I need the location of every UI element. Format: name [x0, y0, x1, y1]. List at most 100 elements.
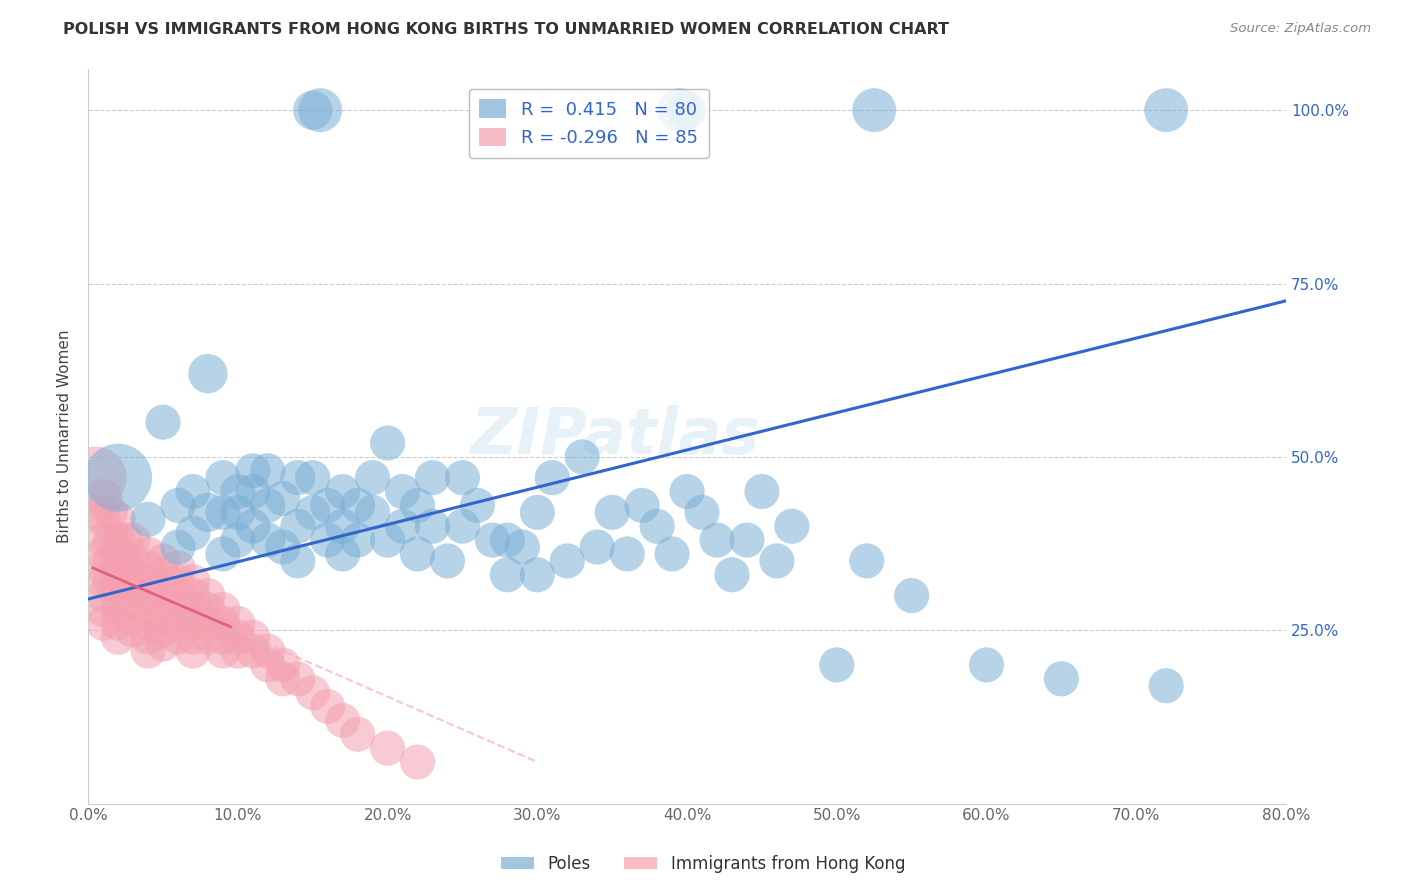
Point [526, 505, 548, 519]
Point [167, 540, 190, 554]
Text: POLISH VS IMMIGRANTS FROM HONG KONG BIRTHS TO UNMARRIED WOMEN CORRELATION CHART: POLISH VS IMMIGRANTS FROM HONG KONG BIRT… [63, 22, 949, 37]
Point [91, 547, 114, 561]
Point [100, 533, 122, 547]
Point [100, 554, 122, 568]
Point [197, 630, 219, 644]
Point [676, 103, 699, 117]
Point [152, 609, 174, 624]
Point [197, 589, 219, 603]
Point [586, 540, 609, 554]
Point [84, 505, 107, 519]
Point [181, 602, 204, 616]
Point [676, 484, 699, 499]
Point [481, 533, 503, 547]
Point [197, 616, 219, 631]
Point [197, 505, 219, 519]
Point [167, 589, 190, 603]
Point [167, 499, 190, 513]
Point [136, 547, 159, 561]
Point [451, 519, 474, 533]
Point [346, 533, 368, 547]
Point [212, 602, 235, 616]
Point [496, 567, 519, 582]
Point [91, 561, 114, 575]
Point [212, 505, 235, 519]
Point [152, 582, 174, 596]
Point [271, 672, 294, 686]
Point [107, 533, 129, 547]
Point [152, 637, 174, 651]
Point [181, 589, 204, 603]
Legend: R =  0.415   N = 80, R = -0.296   N = 85: R = 0.415 N = 80, R = -0.296 N = 85 [468, 88, 709, 158]
Point [226, 505, 249, 519]
Point [766, 554, 789, 568]
Point [181, 484, 204, 499]
Point [107, 547, 129, 561]
Point [114, 533, 136, 547]
Point [136, 602, 159, 616]
Point [301, 471, 323, 485]
Point [136, 561, 159, 575]
Point [136, 644, 159, 658]
Point [91, 602, 114, 616]
Point [152, 415, 174, 429]
Point [122, 609, 145, 624]
Point [107, 589, 129, 603]
Point [122, 624, 145, 638]
Point [226, 644, 249, 658]
Point [242, 464, 264, 478]
Point [181, 644, 204, 658]
Point [316, 699, 339, 714]
Point [287, 519, 309, 533]
Point [91, 533, 114, 547]
Point [1154, 103, 1177, 117]
Point [167, 630, 190, 644]
Point [406, 499, 429, 513]
Point [197, 602, 219, 616]
Point [645, 519, 668, 533]
Point [107, 561, 129, 575]
Point [271, 540, 294, 554]
Point [122, 533, 145, 547]
Point [301, 103, 323, 117]
Point [114, 574, 136, 589]
Point [377, 436, 399, 450]
Point [422, 471, 444, 485]
Point [271, 491, 294, 506]
Point [256, 533, 278, 547]
Point [346, 499, 368, 513]
Point [512, 540, 534, 554]
Point [242, 644, 264, 658]
Point [451, 471, 474, 485]
Point [541, 471, 564, 485]
Point [976, 657, 998, 672]
Point [242, 630, 264, 644]
Point [690, 505, 713, 519]
Point [309, 103, 332, 117]
Point [181, 630, 204, 644]
Point [212, 471, 235, 485]
Text: Source: ZipAtlas.com: Source: ZipAtlas.com [1230, 22, 1371, 36]
Point [122, 567, 145, 582]
Point [555, 554, 578, 568]
Point [256, 499, 278, 513]
Point [900, 589, 922, 603]
Point [721, 567, 744, 582]
Point [242, 519, 264, 533]
Point [271, 657, 294, 672]
Point [256, 657, 278, 672]
Point [107, 630, 129, 644]
Point [226, 630, 249, 644]
Point [422, 519, 444, 533]
Point [107, 512, 129, 526]
Point [114, 554, 136, 568]
Point [332, 547, 354, 561]
Point [863, 103, 886, 117]
Point [136, 574, 159, 589]
Point [316, 533, 339, 547]
Point [616, 547, 638, 561]
Point [107, 602, 129, 616]
Legend: Poles, Immigrants from Hong Kong: Poles, Immigrants from Hong Kong [494, 848, 912, 880]
Point [197, 367, 219, 381]
Point [287, 471, 309, 485]
